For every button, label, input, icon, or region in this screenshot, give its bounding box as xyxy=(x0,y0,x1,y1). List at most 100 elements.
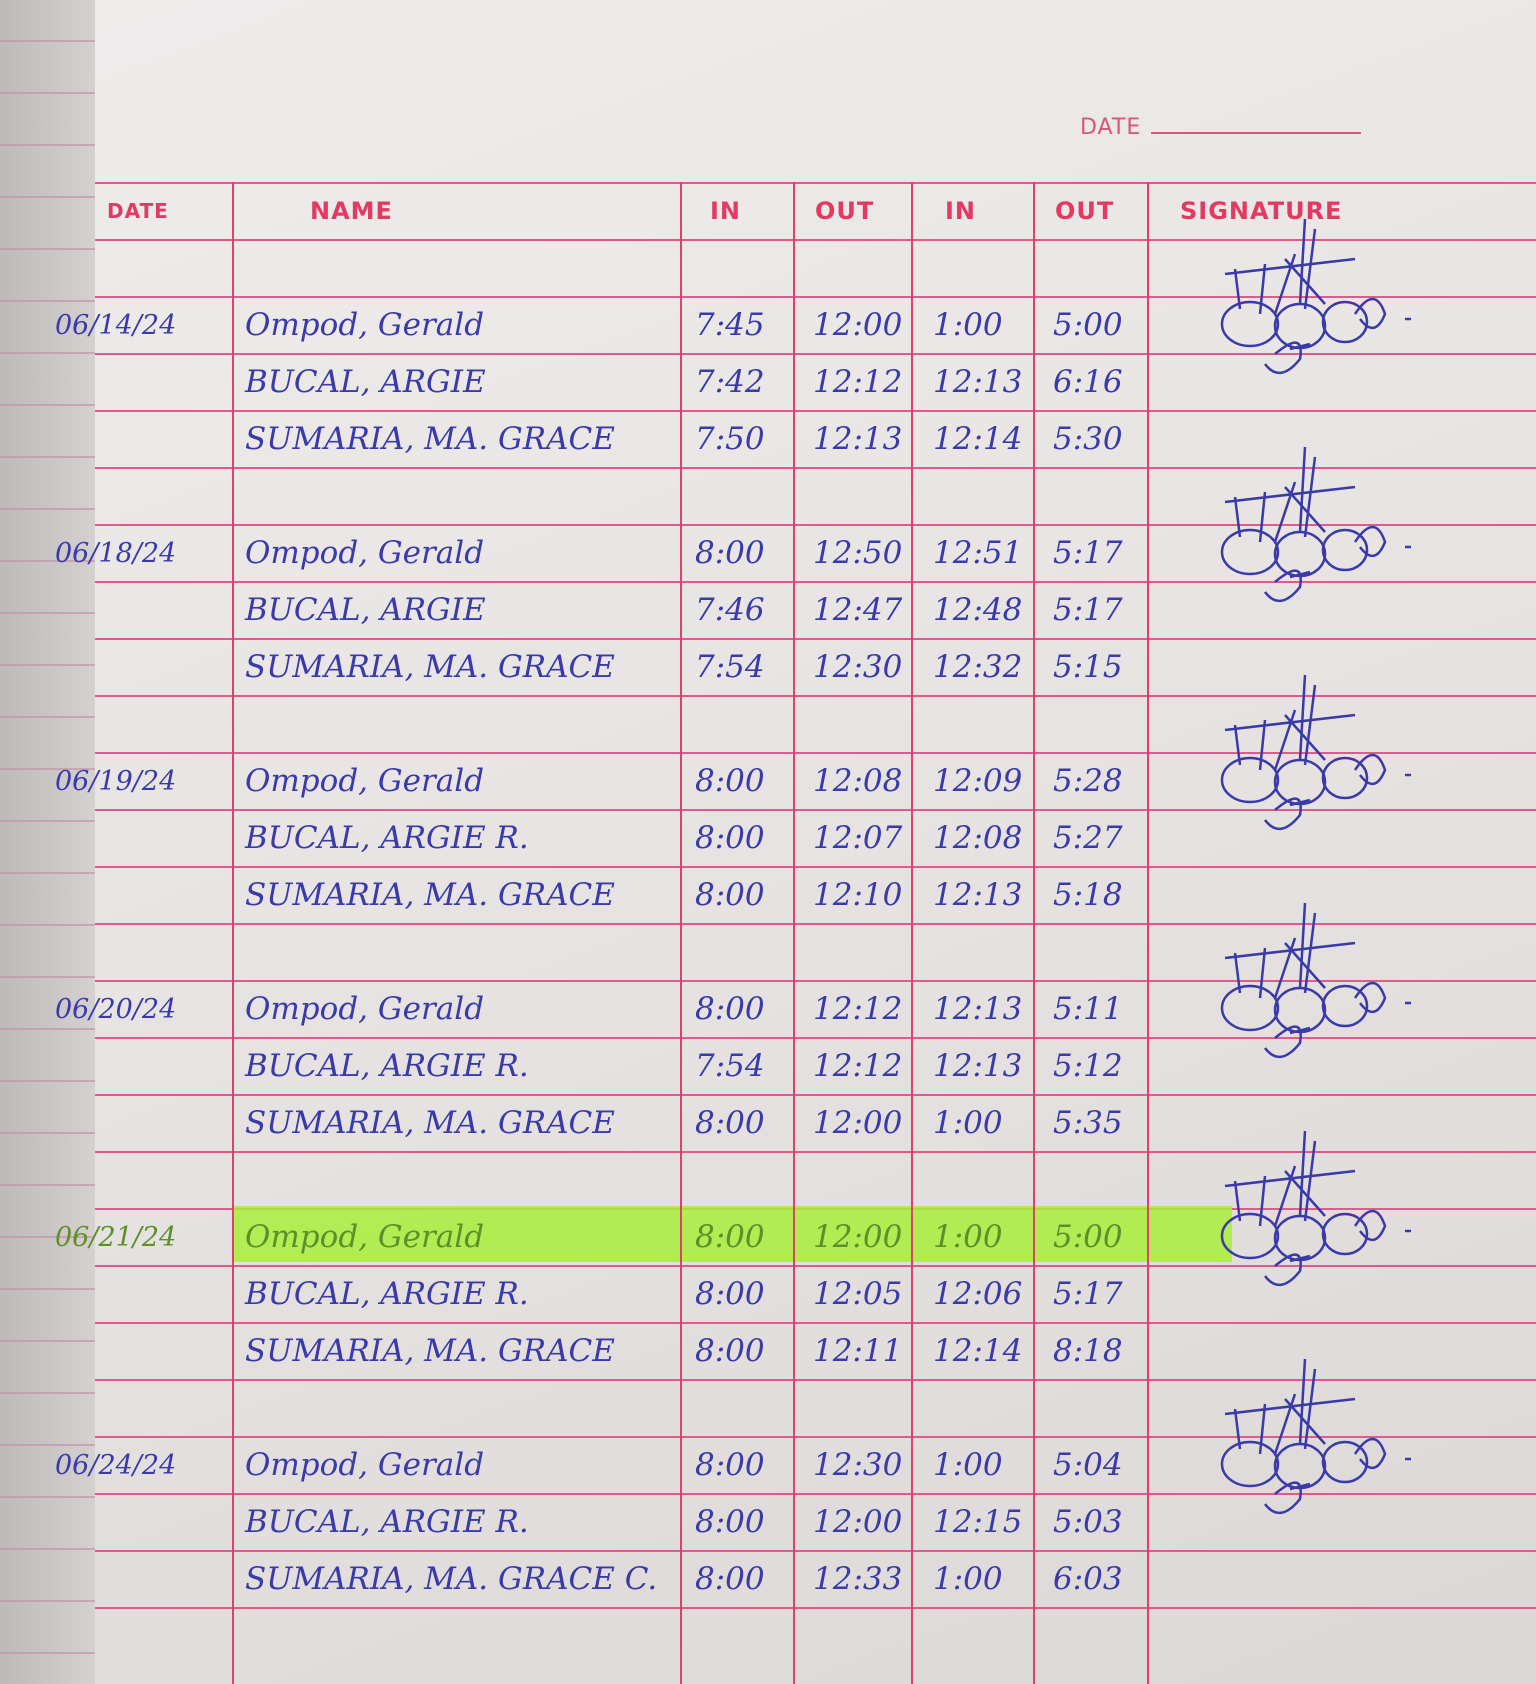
entry-time-out-pm: 5:18 xyxy=(1053,877,1123,913)
entry-date: 06/14/24 xyxy=(55,310,177,341)
entry-name: Ompod, Gerald xyxy=(245,1219,485,1255)
table-row: 06/20/24 Ompod, Gerald 8:00 12:12 12:13 5:11 xyxy=(55,980,1536,1037)
entry-date: 06/21/24 xyxy=(55,1222,177,1253)
page-date-label: DATE xyxy=(1080,115,1142,140)
entry-name: Ompod, Gerald xyxy=(245,1447,485,1483)
table-row: BUCAL, ARGIE R. 8:00 12:05 12:06 5:17 xyxy=(95,1265,1536,1322)
entry-time-out-pm: 5:17 xyxy=(1053,1276,1123,1312)
entry-time-in-pm: 1:00 xyxy=(933,307,1003,343)
entry-time-in-am: 8:00 xyxy=(695,1447,765,1483)
entry-time-out-am: 12:00 xyxy=(813,1105,903,1141)
entry-date: 06/20/24 xyxy=(55,994,177,1025)
entry-name: Ompod, Gerald xyxy=(245,991,485,1027)
left-page-rule xyxy=(0,716,110,718)
entry-time-in-am: 8:00 xyxy=(695,1333,765,1369)
entry-time-out-am: 12:12 xyxy=(813,1048,903,1084)
logbook-page: DATE DATE NAME IN OUT IN OUT SIGNATURE 0… xyxy=(55,0,1536,1684)
entry-time-in-am: 8:00 xyxy=(695,1219,765,1255)
entry-date: 06/18/24 xyxy=(55,538,177,569)
left-page-rule xyxy=(0,248,110,250)
entry-time-out-am: 12:00 xyxy=(813,307,903,343)
left-page-rule xyxy=(0,1392,110,1394)
left-page-rule xyxy=(0,1132,110,1134)
entry-time-out-pm: 6:03 xyxy=(1053,1561,1123,1597)
column-divider xyxy=(232,182,234,1684)
entry-time-out-pm: 5:00 xyxy=(1053,307,1123,343)
table-row: BUCAL, ARGIE R. 7:54 12:12 12:13 5:12 xyxy=(95,1037,1536,1094)
entry-time-in-pm: 12:09 xyxy=(933,763,1023,799)
table-row: SUMARIA, MA. GRACE 8:00 12:11 12:14 8:18 xyxy=(95,1322,1536,1379)
left-page-rule xyxy=(0,404,110,406)
left-page-rule xyxy=(0,612,110,614)
column-header-name: NAME xyxy=(310,197,393,225)
column-divider xyxy=(1033,182,1035,1684)
column-header-date: DATE xyxy=(107,199,169,223)
left-page-edge xyxy=(0,0,110,1684)
signature-scribble xyxy=(1220,1358,1411,1514)
entry-time-in-pm: 1:00 xyxy=(933,1105,1003,1141)
column-header-out-pm: OUT xyxy=(1055,197,1115,225)
entry-time-in-pm: 12:13 xyxy=(933,364,1023,400)
entry-time-out-pm: 5:15 xyxy=(1053,649,1123,685)
entry-time-out-am: 12:47 xyxy=(813,592,903,628)
entry-time-out-am: 12:08 xyxy=(813,763,903,799)
left-page-rule xyxy=(0,1184,110,1186)
entry-time-out-pm: 5:17 xyxy=(1053,592,1123,628)
entry-time-out-pm: 5:27 xyxy=(1053,820,1123,856)
entry-date: 06/19/24 xyxy=(55,766,177,797)
entry-time-out-pm: 5:00 xyxy=(1053,1219,1123,1255)
entry-time-out-am: 12:50 xyxy=(813,535,903,571)
table-row: SUMARIA, MA. GRACE 8:00 12:00 1:00 5:35 xyxy=(95,1094,1536,1151)
left-page-rule xyxy=(0,976,110,978)
table-row: SUMARIA, MA. GRACE C. 8:00 12:33 1:00 6:03 xyxy=(95,1550,1536,1607)
left-page-rule xyxy=(0,1028,110,1030)
signature-scribble xyxy=(1220,218,1411,374)
entry-time-in-am: 7:46 xyxy=(695,592,765,628)
entry-time-out-am: 12:00 xyxy=(813,1504,903,1540)
entry-time-out-am: 12:00 xyxy=(813,1219,903,1255)
left-page-rule xyxy=(0,664,110,666)
table-row: 06/21/24 Ompod, Gerald 8:00 12:00 1:00 5:00 xyxy=(55,1206,1536,1265)
blank-row xyxy=(95,1151,1536,1208)
left-page-rule xyxy=(0,1652,110,1654)
entry-name: BUCAL, ARGIE R. xyxy=(245,1048,529,1084)
entry-time-out-pm: 8:18 xyxy=(1053,1333,1123,1369)
entry-time-out-pm: 5:35 xyxy=(1053,1105,1123,1141)
entry-time-in-am: 8:00 xyxy=(695,1105,765,1141)
entry-time-in-pm: 12:13 xyxy=(933,991,1023,1027)
entry-time-out-am: 12:33 xyxy=(813,1561,903,1597)
entry-time-out-am: 12:30 xyxy=(813,649,903,685)
entry-time-in-am: 7:45 xyxy=(695,307,765,343)
entry-time-in-pm: 1:00 xyxy=(933,1219,1003,1255)
entry-time-out-am: 12:05 xyxy=(813,1276,903,1312)
entry-name: SUMARIA, MA. GRACE xyxy=(245,649,615,685)
table-header-row: DATE NAME IN OUT IN OUT SIGNATURE xyxy=(95,182,1536,239)
table-row: BUCAL, ARGIE 7:42 12:12 12:13 6:16 xyxy=(95,353,1536,410)
left-page-rule xyxy=(0,1236,110,1238)
entry-time-out-am: 12:11 xyxy=(813,1333,903,1369)
left-page-rule xyxy=(0,196,110,198)
entry-date: 06/24/24 xyxy=(55,1450,177,1481)
signature-scribble xyxy=(1220,674,1411,830)
left-page-rule xyxy=(0,1600,110,1602)
left-page-rule xyxy=(0,1340,110,1342)
left-page-rule xyxy=(0,456,110,458)
entry-name: Ompod, Gerald xyxy=(245,307,485,343)
table-row: SUMARIA, MA. GRACE 7:50 12:13 12:14 5:30 xyxy=(95,410,1536,467)
entry-time-in-am: 8:00 xyxy=(695,1504,765,1540)
entry-time-out-am: 12:30 xyxy=(813,1447,903,1483)
entry-time-in-pm: 12:15 xyxy=(933,1504,1023,1540)
left-page-rule xyxy=(0,1548,110,1550)
entry-time-in-pm: 12:14 xyxy=(933,421,1023,457)
column-header-out-am: OUT xyxy=(815,197,875,225)
left-page-rule xyxy=(0,1444,110,1446)
table-row: BUCAL, ARGIE 7:46 12:47 12:48 5:17 xyxy=(95,581,1536,638)
left-page-rule xyxy=(0,872,110,874)
left-page-rule xyxy=(0,352,110,354)
entry-time-in-pm: 12:32 xyxy=(933,649,1023,685)
left-page-rule xyxy=(0,560,110,562)
entry-time-out-am: 12:10 xyxy=(813,877,903,913)
entry-name: BUCAL, ARGIE R. xyxy=(245,1504,529,1540)
entry-time-in-am: 7:42 xyxy=(695,364,765,400)
entry-time-out-am: 12:13 xyxy=(813,421,903,457)
